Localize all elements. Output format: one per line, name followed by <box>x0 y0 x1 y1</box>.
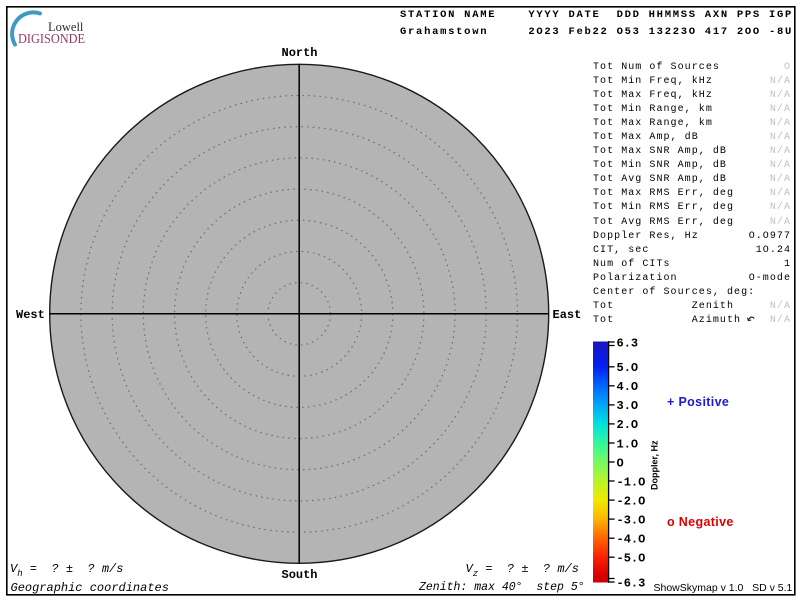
svg-text:-1.O: -1.O <box>617 475 646 489</box>
svg-text:3.O: 3.O <box>617 399 639 413</box>
svg-text:-4.O: -4.O <box>617 533 646 547</box>
svg-text:1.O: 1.O <box>617 437 639 451</box>
svg-text:O: O <box>617 456 624 470</box>
svg-text:Doppler, Hz: Doppler, Hz <box>650 440 660 490</box>
svg-text:6.3: 6.3 <box>617 336 639 350</box>
svg-text:2.O: 2.O <box>617 418 639 432</box>
svg-text:-2.O: -2.O <box>617 494 646 508</box>
svg-text:-3.O: -3.O <box>617 513 646 527</box>
svg-text:-6.3: -6.3 <box>617 576 646 590</box>
svg-text:4.O: 4.O <box>617 380 639 394</box>
svg-text:5.O: 5.O <box>617 361 639 375</box>
svg-text:-5.O: -5.O <box>617 552 646 566</box>
